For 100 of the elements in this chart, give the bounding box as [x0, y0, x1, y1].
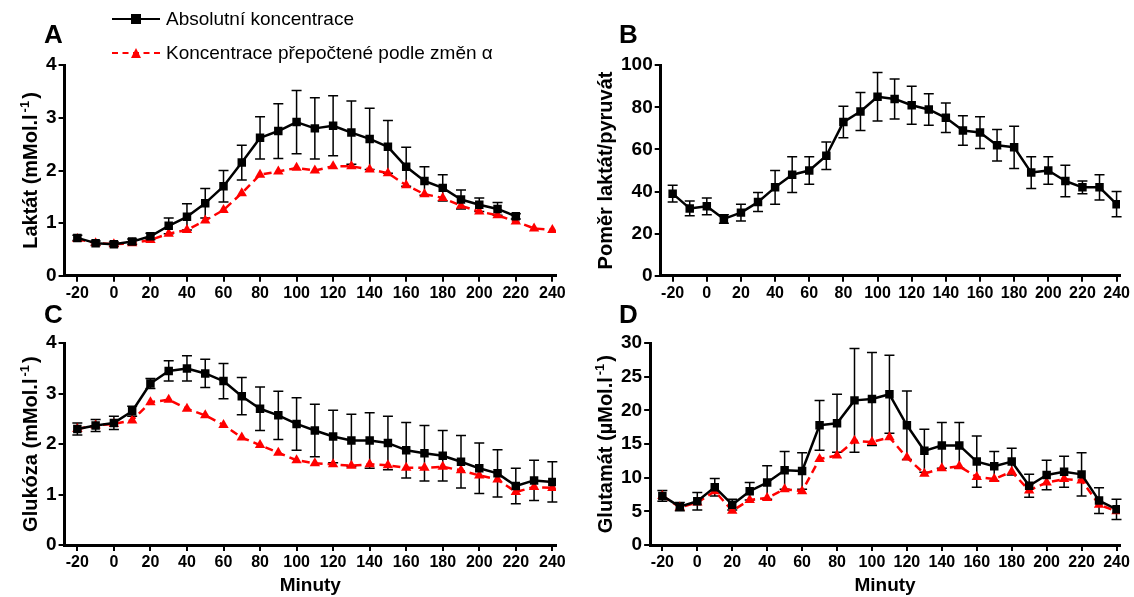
- point: [1044, 166, 1053, 175]
- point: [805, 166, 814, 175]
- x-tick-label: 60: [214, 553, 233, 571]
- x-tick-label: 0: [702, 283, 712, 301]
- point: [274, 126, 283, 136]
- point: [815, 421, 824, 430]
- point: [327, 458, 339, 468]
- x-tick-label: 200: [1034, 283, 1062, 301]
- y-axis-title: Glukóza (mMol.l-1): [17, 356, 41, 532]
- point: [873, 92, 882, 102]
- x-tick-label: 120: [893, 553, 921, 571]
- point: [437, 460, 448, 470]
- legend-label: Koncentrace přepočtené podle změn α: [166, 42, 493, 64]
- point: [365, 134, 374, 144]
- point: [902, 421, 912, 430]
- x-tick-label: 140: [356, 553, 384, 571]
- legend-label: Absolutní koncentrace: [166, 8, 355, 30]
- point: [438, 451, 447, 460]
- point: [866, 436, 878, 446]
- point: [780, 466, 789, 475]
- point: [901, 451, 913, 461]
- point: [1007, 457, 1016, 466]
- point: [1042, 470, 1051, 480]
- point: [254, 439, 266, 449]
- point: [885, 390, 894, 399]
- point: [291, 454, 302, 464]
- y-axis-title: Glutamát (µMol.l-1): [592, 355, 616, 534]
- chart-title: A: [44, 18, 63, 49]
- x-tick-label: 220: [502, 283, 530, 301]
- point: [1059, 467, 1069, 476]
- point: [219, 182, 228, 191]
- y-tick-label: 25: [620, 365, 643, 387]
- point: [292, 419, 301, 429]
- x-tick-label: 180: [1000, 283, 1028, 301]
- point: [955, 441, 964, 450]
- point: [493, 469, 502, 478]
- y-tick-label: 20: [631, 221, 653, 243]
- point: [958, 126, 968, 135]
- x-tick-label: 0: [109, 553, 119, 571]
- point: [787, 170, 797, 179]
- point: [849, 434, 860, 444]
- point: [475, 464, 484, 473]
- point: [839, 117, 848, 127]
- point: [164, 366, 173, 376]
- point: [529, 476, 539, 485]
- y-tick-label: 1: [45, 211, 57, 233]
- x-tick-label: 140: [932, 283, 960, 301]
- point: [309, 457, 321, 467]
- chart-title: D: [619, 298, 638, 329]
- point: [182, 364, 192, 373]
- point: [856, 107, 865, 116]
- point: [884, 431, 895, 441]
- x-tick-label: 180: [429, 283, 457, 301]
- x-tick-label: 240: [1103, 553, 1130, 571]
- x-tick-label: 140: [928, 553, 956, 571]
- point: [420, 448, 429, 458]
- point: [745, 486, 754, 496]
- point: [907, 100, 916, 110]
- x-tick-label: 100: [858, 553, 886, 571]
- point: [273, 446, 284, 456]
- point: [890, 94, 899, 104]
- x-tick-label: 20: [141, 553, 160, 571]
- x-tick-label: 120: [319, 283, 347, 301]
- y-tick-label: 10: [620, 465, 643, 487]
- point: [548, 477, 556, 487]
- point: [1006, 465, 1017, 475]
- chart-title: B: [619, 18, 638, 49]
- point: [236, 187, 247, 197]
- y-tick-label: 3: [45, 106, 57, 128]
- point: [273, 165, 284, 175]
- point: [237, 158, 247, 167]
- point: [954, 460, 965, 470]
- x-tick-label: 100: [864, 283, 891, 301]
- point: [822, 151, 831, 160]
- y-axis-title: Poměr laktát/pyruvát: [594, 71, 616, 270]
- x-tick-label: 100: [283, 553, 311, 571]
- point: [702, 202, 712, 211]
- point: [1009, 143, 1019, 152]
- point: [328, 432, 338, 441]
- x-axis-title: Minuty: [854, 573, 917, 595]
- x-tick-label: -20: [661, 283, 685, 301]
- point: [218, 418, 229, 428]
- y-tick-label: 3: [45, 381, 57, 403]
- y-tick-label: 30: [620, 331, 643, 353]
- point: [779, 483, 790, 493]
- x-tick-label: 40: [758, 553, 777, 571]
- y-tick-label: 5: [631, 499, 643, 521]
- point: [919, 467, 930, 477]
- point: [814, 452, 825, 462]
- point: [437, 191, 448, 201]
- y-tick-label: 0: [642, 264, 653, 286]
- point: [401, 461, 412, 471]
- y-tick-label: 0: [631, 533, 643, 555]
- point: [420, 176, 429, 186]
- point: [365, 436, 374, 445]
- x-tick-label: 160: [963, 553, 991, 571]
- point: [1026, 168, 1036, 177]
- point: [1112, 199, 1120, 209]
- point: [236, 431, 247, 441]
- point: [382, 167, 394, 177]
